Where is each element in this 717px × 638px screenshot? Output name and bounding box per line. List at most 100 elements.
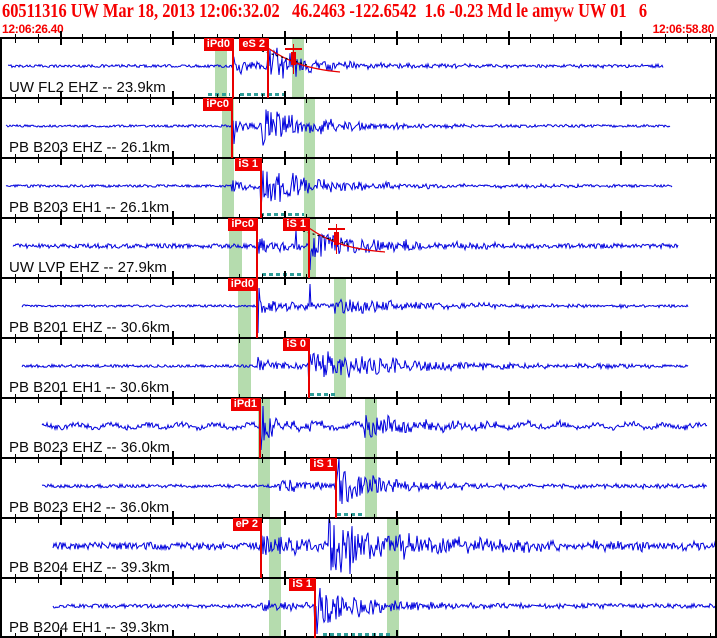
pick-line[interactable]: [267, 38, 269, 98]
plot-left-border: [0, 38, 2, 638]
trace-panel[interactable]: iPd0 PB B201 EHZ -- 30.6km: [0, 278, 717, 338]
tick-mark: [194, 453, 195, 463]
trace-panel[interactable]: iPc0 PB B203 EHZ -- 26.1km: [0, 98, 717, 158]
pick-flag[interactable]: iS 1: [289, 578, 315, 591]
tick-mark: [687, 273, 688, 283]
pick-line[interactable]: [231, 98, 233, 158]
tick-mark: [306, 153, 307, 163]
pick-line[interactable]: [259, 398, 261, 458]
tick-mark: [530, 213, 531, 223]
tick-mark: [575, 213, 576, 223]
tick-mark: [329, 93, 330, 103]
cross-horizontal: [328, 228, 345, 230]
uncertainty-band: [365, 399, 377, 457]
tick-mark: [441, 33, 442, 43]
pick-line[interactable]: [260, 518, 262, 578]
tick-mark: [38, 153, 39, 163]
tick-mark: [329, 273, 330, 283]
tick-mark: [553, 273, 554, 283]
tick-mark: [105, 273, 106, 283]
tick-mark: [351, 632, 352, 638]
tick-mark: [620, 331, 622, 345]
tick-mark: [620, 391, 622, 405]
pick-flag[interactable]: iPd1: [230, 398, 260, 411]
trace-panel[interactable]: iS 1 PB B204 EH1 -- 39.3km: [0, 578, 717, 638]
tick-mark: [150, 33, 151, 43]
pick-flag[interactable]: iS 0: [283, 338, 309, 351]
tick-mark: [217, 153, 218, 163]
station-label: PB B203 EHZ -- 26.1km: [9, 139, 170, 156]
coda-duration-bar: [260, 213, 304, 216]
tick-mark: [710, 573, 711, 583]
trace-panel[interactable]: iPd0 eS 2 UW FL2 EHZ -- 23.9km: [0, 38, 717, 98]
trace-panel[interactable]: iPd1 PB B023 EHZ -- 36.0km: [0, 398, 717, 458]
tick-mark: [82, 393, 83, 403]
tick-mark: [172, 511, 174, 525]
pick-line[interactable]: [308, 338, 310, 398]
tick-mark: [396, 511, 398, 525]
tick-mark: [598, 213, 599, 223]
tick-mark: [60, 391, 62, 405]
tick-mark: [329, 153, 330, 163]
coda-decay-curve: [267, 47, 341, 73]
tick-mark: [262, 273, 263, 283]
pick-flag[interactable]: iPc0: [203, 98, 232, 111]
tick-mark: [150, 93, 151, 103]
tick-mark: [710, 333, 711, 343]
tick-mark: [418, 333, 419, 343]
pick-flag[interactable]: iS 1: [235, 158, 261, 171]
tick-mark: [710, 153, 711, 163]
tick-mark: [508, 571, 510, 585]
pick-flag[interactable]: iS 1: [283, 218, 309, 231]
pick-flag[interactable]: iS 1: [310, 458, 336, 471]
tick-mark: [710, 513, 711, 523]
tick-mark: [642, 513, 643, 523]
time-ruler: [0, 391, 717, 405]
tick-mark: [105, 632, 106, 638]
tick-mark: [351, 213, 352, 223]
tick-mark: [194, 273, 195, 283]
pick-line[interactable]: [335, 458, 337, 518]
pick-flag[interactable]: eS 2: [239, 38, 268, 51]
pick-line[interactable]: [232, 38, 234, 98]
time-ruler: [0, 211, 717, 225]
pick-flag[interactable]: eP 2: [232, 518, 261, 531]
tick-mark: [172, 271, 174, 285]
tick-mark: [284, 31, 286, 45]
tick-mark: [396, 151, 398, 165]
tick-mark: [418, 33, 419, 43]
tick-mark: [486, 632, 487, 638]
tick-mark: [441, 333, 442, 343]
pick-line[interactable]: [256, 278, 258, 338]
tick-mark: [329, 513, 330, 523]
tick-mark: [642, 93, 643, 103]
pick-line[interactable]: [314, 578, 316, 638]
trace-panel[interactable]: eP 2 PB B204 EHZ -- 39.3km: [0, 517, 717, 578]
pick-line[interactable]: [308, 218, 310, 278]
plot-right-border: [715, 38, 717, 638]
tick-mark: [396, 630, 398, 638]
tick-mark: [665, 333, 666, 343]
trace-panel[interactable]: iS 1 PB B023 EH2 -- 36.0km: [0, 457, 717, 518]
pick-line[interactable]: [260, 158, 262, 218]
tick-mark: [15, 153, 16, 163]
uncertainty-band: [238, 339, 251, 397]
pick-line[interactable]: [256, 218, 258, 278]
tick-mark: [127, 393, 128, 403]
tick-mark: [38, 453, 39, 463]
tick-mark: [687, 333, 688, 343]
station-label: UW FL2 EHZ -- 23.9km: [9, 79, 166, 96]
pick-flag[interactable]: iPc0: [228, 218, 257, 231]
trace-panel[interactable]: iS 0 PB B201 EH1 -- 30.6km: [0, 338, 717, 398]
pick-flag[interactable]: iPd0: [203, 38, 233, 51]
uncertainty-band: [365, 459, 377, 517]
event-header: 60511316 UW Mar 18, 2013 12:06:32.02 46.…: [2, 0, 648, 22]
tick-mark: [217, 453, 218, 463]
trace-panel[interactable]: iPc0 iS 1 UW LVP EHZ -- 27.9km: [0, 218, 717, 278]
trace-panel[interactable]: iS 1 PB B203 EH1 -- 26.1km: [0, 158, 717, 218]
uncertainty-band: [258, 459, 270, 517]
tick-mark: [15, 453, 16, 463]
pick-flag[interactable]: iPd0: [227, 278, 257, 291]
tick-mark: [15, 93, 16, 103]
